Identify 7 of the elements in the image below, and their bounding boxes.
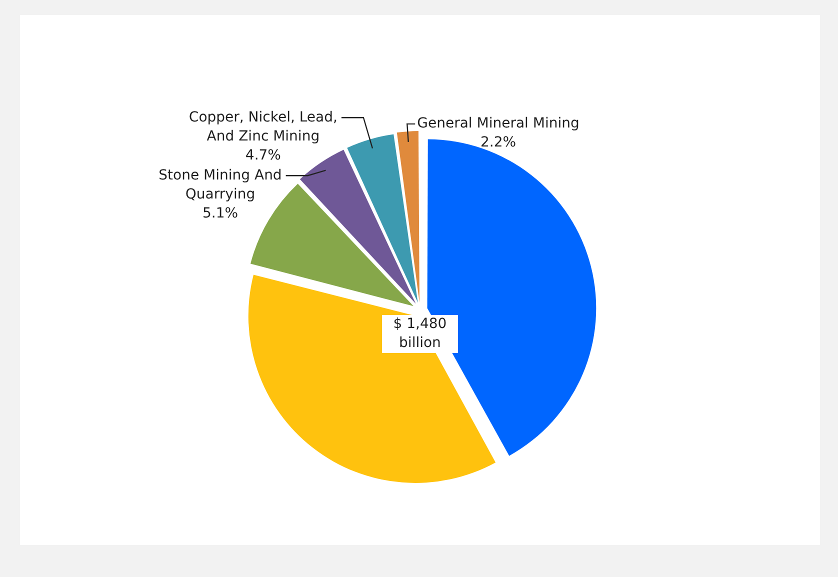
data-label: 5.1% xyxy=(202,205,238,222)
slice-label: Stone Mining And Quarrying xyxy=(158,167,282,202)
data-label: 4.7% xyxy=(245,147,281,164)
text: $ 1,480 billion xyxy=(382,315,458,353)
data-label: 2.2% xyxy=(480,134,516,151)
slice-label: General Mineral Mining xyxy=(417,116,580,132)
slice-label: Copper, Nickel, Lead, And Zinc Mining xyxy=(188,109,338,144)
